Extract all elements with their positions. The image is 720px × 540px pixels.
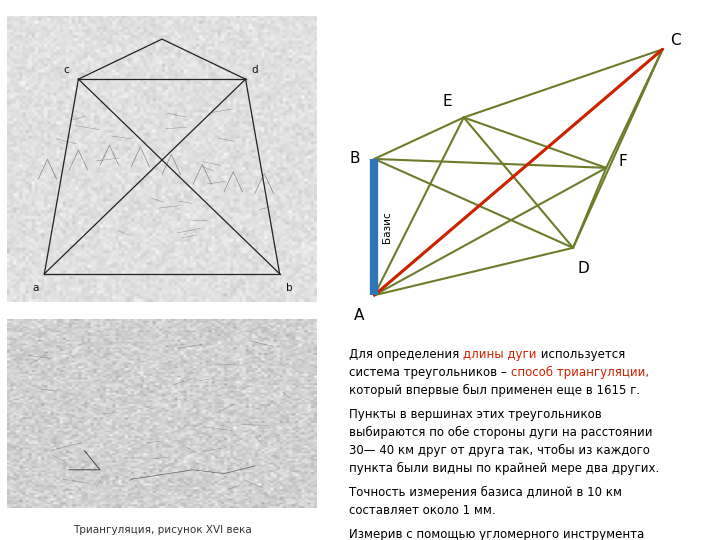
- Text: D: D: [577, 261, 589, 276]
- Text: a: a: [32, 283, 38, 293]
- Text: пункта были видны по крайней мере два других.: пункта были видны по крайней мере два др…: [349, 462, 660, 475]
- Text: Измерив с помощью угломерного инструмента: Измерив с помощью угломерного инструмент…: [349, 528, 644, 540]
- Text: длины дуги: длины дуги: [463, 348, 536, 361]
- Text: выбираются по обе стороны дуги на расстоянии: выбираются по обе стороны дуги на рассто…: [349, 426, 653, 439]
- Text: Схема выполнения триангуляции: Схема выполнения триангуляции: [68, 325, 256, 335]
- Text: C: C: [670, 33, 681, 48]
- Text: Триангуляция, рисунок XVI века: Триангуляция, рисунок XVI века: [73, 525, 251, 535]
- Text: способ триангуляции,: способ триангуляции,: [510, 366, 649, 379]
- Text: Пункты в вершинах этих треугольников: Пункты в вершинах этих треугольников: [349, 408, 602, 421]
- Text: B: B: [349, 151, 360, 166]
- Text: F: F: [618, 154, 627, 170]
- Text: Для определения: Для определения: [349, 348, 463, 361]
- Text: b: b: [286, 283, 292, 293]
- Text: система треугольников –: система треугольников –: [349, 366, 510, 379]
- Text: составляет около 1 мм.: составляет около 1 мм.: [349, 504, 496, 517]
- Text: c: c: [63, 65, 68, 76]
- Text: E: E: [442, 93, 452, 109]
- Text: Базис: Базис: [382, 211, 392, 243]
- Text: 30— 40 км друг от друга так, чтобы из каждого: 30— 40 км друг от друга так, чтобы из ка…: [349, 444, 650, 457]
- Text: Точность измерения базиса длиной в 10 км: Точность измерения базиса длиной в 10 км: [349, 486, 622, 499]
- Text: A: A: [354, 308, 364, 323]
- Text: d: d: [252, 65, 258, 76]
- Text: который впервые был применен еще в 1615 г.: который впервые был применен еще в 1615 …: [349, 384, 640, 397]
- Text: используется: используется: [536, 348, 625, 361]
